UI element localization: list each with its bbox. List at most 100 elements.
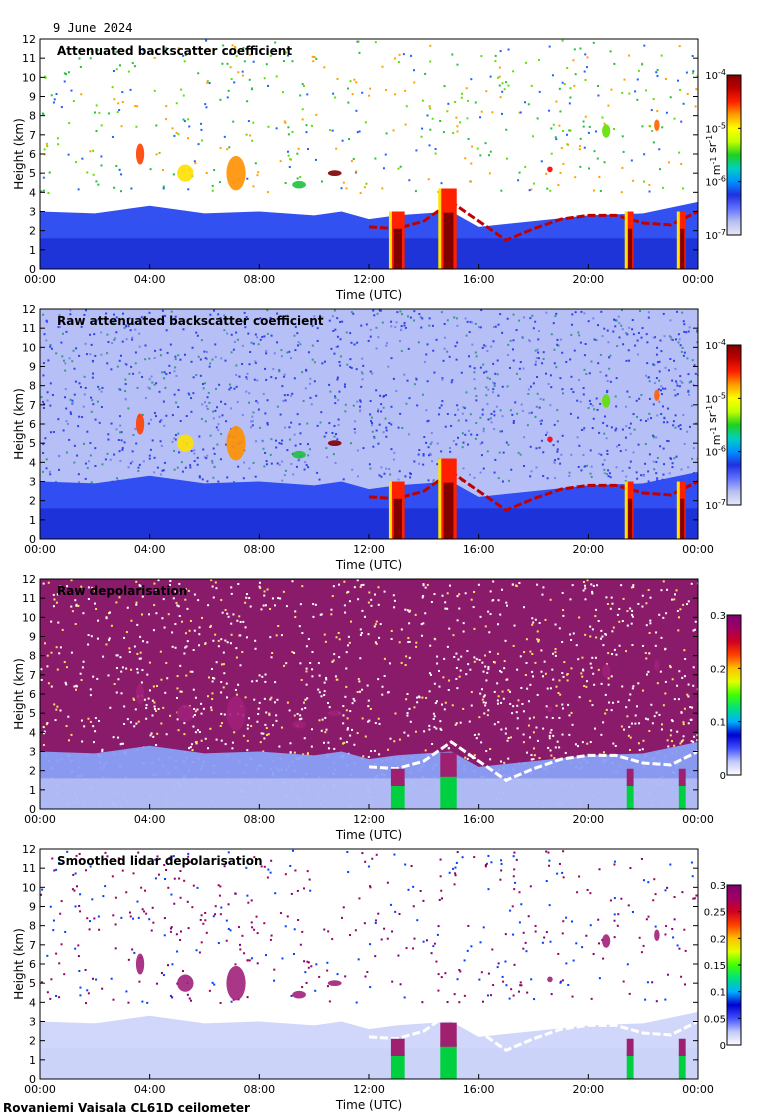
- y-tick-label: 10: [22, 341, 36, 354]
- y-tick-label: 5: [29, 977, 36, 990]
- cloud-feature: [547, 166, 553, 173]
- colorbar: [726, 74, 742, 236]
- colorbar-tick-label: 0.3: [710, 881, 726, 892]
- heatmap-field: [40, 849, 698, 1079]
- y-tick-label: 12: [22, 303, 36, 316]
- cloud-feature: [292, 180, 306, 189]
- precip-shaft: [626, 783, 634, 809]
- cloud-base: [368, 200, 698, 242]
- y-tick-label: 8: [29, 110, 36, 123]
- precip-shaft: [440, 772, 457, 809]
- colorbar-tick-label: 0.2: [710, 664, 726, 675]
- x-tick-label: 12:00: [353, 543, 385, 556]
- panel-title: Raw depolarisation: [57, 584, 187, 598]
- y-tick-label: 10: [22, 71, 36, 84]
- y-tick-label: 9: [29, 901, 36, 914]
- x-tick-label: 16:00: [463, 273, 495, 286]
- cloud-feature: [226, 695, 246, 731]
- x-tick-label: 00:00: [682, 1083, 714, 1096]
- x-tick-label: 04:00: [134, 273, 166, 286]
- y-tick-label: 3: [29, 746, 36, 759]
- y-tick-label: 7: [29, 399, 36, 412]
- heatmap-field: [40, 579, 698, 809]
- cloud-feature: [292, 720, 306, 729]
- x-tick-label: 16:00: [463, 543, 495, 556]
- y-tick-label: 5: [29, 437, 36, 450]
- cloud-base: [368, 740, 698, 782]
- y-tick-label: 4: [29, 456, 36, 469]
- y-tick-label: 6: [29, 418, 36, 431]
- panel-1: Attenuated backscatter coefficient012345…: [12, 33, 742, 302]
- precip-shaft: [440, 1042, 457, 1079]
- cloud-feature: [292, 450, 306, 459]
- x-tick-label: 00:00: [24, 813, 56, 826]
- cloud-feature: [135, 143, 145, 165]
- y-tick-label: 1: [29, 244, 36, 257]
- colorbar-unit: m-1 sr-1: [705, 135, 723, 175]
- x-tick-label: 04:00: [134, 813, 166, 826]
- x-tick-label: 20:00: [572, 273, 604, 286]
- x-tick-label: 00:00: [682, 543, 714, 556]
- colorbar-tick-label: 0.05: [704, 1014, 726, 1025]
- cloud-feature: [602, 664, 611, 678]
- x-tick-label: 08:00: [243, 273, 275, 286]
- date-label: 9 June 2024: [53, 21, 133, 35]
- x-tick-label: 12:00: [353, 273, 385, 286]
- y-tick-label: 6: [29, 688, 36, 701]
- y-tick-label: 4: [29, 726, 36, 739]
- y-tick-label: 4: [29, 996, 36, 1009]
- cloud-feature: [602, 934, 611, 948]
- y-tick-label: 3: [29, 476, 36, 489]
- colorbar-tick-label: 10-5: [705, 391, 726, 405]
- y-axis-label: Height (km): [12, 118, 26, 189]
- cloud-feature: [327, 170, 342, 177]
- y-tick-label: 8: [29, 920, 36, 933]
- y-tick-label: 9: [29, 631, 36, 644]
- x-tick-label: 20:00: [572, 1083, 604, 1096]
- panel-title: Attenuated backscatter coefficient: [57, 44, 292, 58]
- y-tick-label: 11: [22, 592, 36, 605]
- x-tick-label: 08:00: [243, 543, 275, 556]
- x-tick-label: 16:00: [463, 1083, 495, 1096]
- y-tick-label: 8: [29, 650, 36, 663]
- y-tick-label: 3: [29, 206, 36, 219]
- heatmap-field: [40, 39, 698, 269]
- colorbar-unit: m-1 sr-1: [705, 405, 723, 445]
- precip-shaft: [390, 1053, 405, 1079]
- cloud-feature: [226, 155, 246, 191]
- y-tick-label: 1: [29, 784, 36, 797]
- cloud-base: [368, 470, 698, 512]
- cloud-feature: [177, 704, 194, 722]
- colorbar: [726, 344, 742, 506]
- cloud-feature: [547, 976, 553, 983]
- y-tick-label: 11: [22, 52, 36, 65]
- y-tick-label: 7: [29, 669, 36, 682]
- cloud-feature: [177, 974, 194, 992]
- cloud-feature: [292, 990, 306, 999]
- cloud-feature: [654, 119, 660, 131]
- y-tick-label: 0: [29, 803, 36, 816]
- y-tick-label: 4: [29, 186, 36, 199]
- y-tick-label: 0: [29, 1073, 36, 1086]
- colorbar-tick-label: 0.1: [710, 718, 726, 729]
- cloud-feature: [602, 394, 611, 408]
- precip-shaft: [626, 1053, 634, 1079]
- cloud-feature: [327, 440, 342, 447]
- y-tick-label: 8: [29, 380, 36, 393]
- x-tick-label: 04:00: [134, 1083, 166, 1096]
- y-tick-label: 1: [29, 1054, 36, 1067]
- x-tick-label: 20:00: [572, 543, 604, 556]
- colorbar-tick-label: 10-7: [705, 228, 726, 242]
- cloud-feature: [177, 434, 194, 452]
- cloud-feature: [327, 980, 342, 987]
- x-tick-label: 00:00: [682, 273, 714, 286]
- cloud-feature: [177, 164, 194, 182]
- cloud-feature: [602, 124, 611, 138]
- x-tick-label: 08:00: [243, 1083, 275, 1096]
- x-tick-label: 00:00: [24, 273, 56, 286]
- y-tick-label: 6: [29, 958, 36, 971]
- x-tick-label: 08:00: [243, 813, 275, 826]
- y-tick-label: 12: [22, 843, 36, 856]
- x-tick-label: 00:00: [24, 543, 56, 556]
